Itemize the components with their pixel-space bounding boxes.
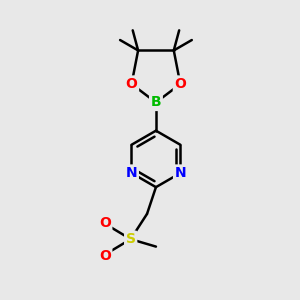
Text: O: O <box>99 248 111 262</box>
Text: O: O <box>126 77 137 91</box>
Text: B: B <box>151 95 161 110</box>
Text: O: O <box>174 77 186 91</box>
Text: S: S <box>126 232 136 246</box>
Text: N: N <box>126 166 137 180</box>
Text: O: O <box>99 216 111 230</box>
Text: N: N <box>175 166 186 180</box>
